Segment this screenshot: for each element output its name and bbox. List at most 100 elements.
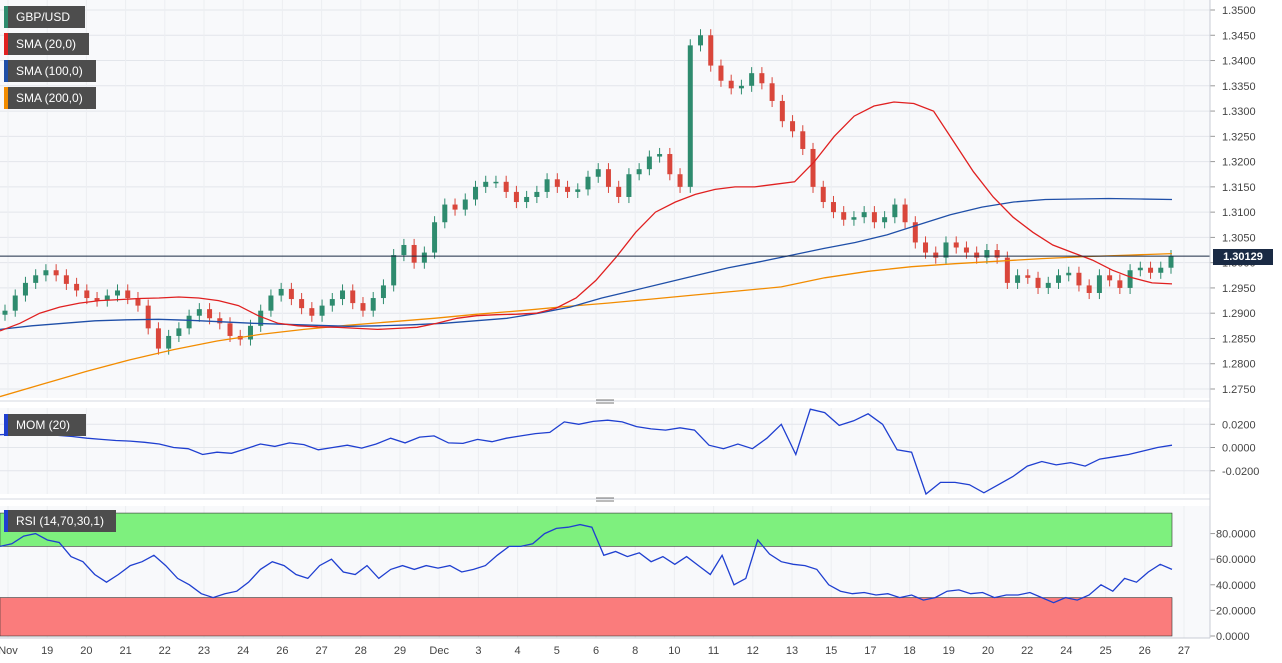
y-axis-labels: 1.27501.28001.28501.29001.29501.30001.30… xyxy=(1210,5,1259,643)
candle-body xyxy=(1117,280,1123,288)
candle-body xyxy=(810,148,816,187)
x-tick-label: 18 xyxy=(903,645,915,657)
candle-body xyxy=(554,179,560,187)
candle-body xyxy=(2,310,8,315)
x-tick-label: 20 xyxy=(80,645,92,657)
y-tick-label: 1.2850 xyxy=(1222,333,1256,345)
candle-body xyxy=(503,181,509,192)
candle-body xyxy=(74,283,80,291)
y-tick-label: 0.0200 xyxy=(1222,419,1256,431)
candle-body xyxy=(1168,256,1174,268)
candle-body xyxy=(544,179,550,192)
candle-body xyxy=(708,35,714,66)
y-tick-label: 1.3450 xyxy=(1222,30,1256,42)
moving-averages xyxy=(0,101,1210,398)
current-price-tag: 1.30129 xyxy=(1213,249,1273,265)
x-tick-label: 22 xyxy=(1021,645,1033,657)
x-tick-label: Nov xyxy=(0,645,18,657)
legend-sma200[interactable]: SMA (200,0) xyxy=(4,87,96,109)
candle-body xyxy=(462,199,468,210)
x-tick-label: 17 xyxy=(864,645,876,657)
x-tick-label: 25 xyxy=(1099,645,1111,657)
candle-body xyxy=(616,186,622,197)
resize-handle-icon[interactable] xyxy=(596,399,614,404)
x-tick-label: 27 xyxy=(315,645,327,657)
candle-body xyxy=(217,318,223,324)
legend-symbol[interactable]: GBP/USD xyxy=(4,6,85,28)
candle-body xyxy=(1076,272,1082,286)
candle-body xyxy=(943,242,949,258)
rsi-line xyxy=(0,523,1173,604)
candle-body xyxy=(125,290,131,299)
candle-body xyxy=(63,275,69,284)
candle-body xyxy=(268,295,274,311)
candle-body xyxy=(1096,275,1102,293)
candle-body xyxy=(953,242,959,248)
candle-body xyxy=(830,202,836,213)
legend-sma100-label: SMA (100,0) xyxy=(16,64,83,78)
candle-body xyxy=(421,252,427,263)
candle-body xyxy=(800,131,806,149)
candle-body xyxy=(329,299,335,306)
sma200-line xyxy=(0,252,1173,398)
y-tick-label: 20.0000 xyxy=(1216,605,1256,617)
x-tick-label: 19 xyxy=(943,645,955,657)
x-tick-label: Dec xyxy=(429,645,449,657)
y-tick-label: 1.3100 xyxy=(1222,207,1256,219)
sma20-line xyxy=(0,101,1173,332)
x-tick-label: 6 xyxy=(593,645,599,657)
x-tick-label: 27 xyxy=(1178,645,1190,657)
legend-sma200-label: SMA (200,0) xyxy=(16,91,83,105)
y-tick-label: 1.3050 xyxy=(1222,232,1256,244)
x-tick-label: 26 xyxy=(1139,645,1151,657)
y-tick-label: 80.0000 xyxy=(1216,529,1256,541)
legend-mom-label: MOM (20) xyxy=(16,418,70,432)
candle-body xyxy=(861,212,867,218)
candle-body xyxy=(626,174,632,197)
candle-body xyxy=(534,191,540,197)
candle-body xyxy=(380,285,386,299)
legend-sma100[interactable]: SMA (100,0) xyxy=(4,60,96,82)
candle-body xyxy=(411,244,417,263)
candle-body xyxy=(278,288,284,296)
candle-body xyxy=(432,222,438,253)
candle-body xyxy=(1148,267,1154,273)
candle-body xyxy=(841,212,847,220)
candle-body xyxy=(1004,257,1010,283)
candle-body xyxy=(401,244,407,256)
candle-body xyxy=(94,298,100,301)
candle-body xyxy=(667,154,673,175)
candle-body xyxy=(636,169,642,175)
candle-body xyxy=(1066,272,1072,276)
oversold-zone xyxy=(0,597,1173,637)
grid-lines xyxy=(0,0,1210,638)
y-tick-label: 0.0000 xyxy=(1216,631,1250,643)
candle-body xyxy=(923,242,929,253)
legend-sma20[interactable]: SMA (20,0) xyxy=(4,33,89,55)
x-tick-label: 22 xyxy=(159,645,171,657)
x-tick-label: 24 xyxy=(237,645,249,657)
legend-rsi[interactable]: RSI (14,70,30,1) xyxy=(4,510,116,532)
price-panel-bg xyxy=(0,0,1210,398)
legend-mom[interactable]: MOM (20) xyxy=(4,414,86,436)
y-tick-label: 1.3200 xyxy=(1222,157,1256,169)
x-tick-label: 12 xyxy=(747,645,759,657)
candle-body xyxy=(442,204,448,223)
y-tick-label: 1.3400 xyxy=(1222,56,1256,68)
y-tick-label: 40.0000 xyxy=(1216,580,1256,592)
candle-body xyxy=(319,305,325,316)
candle-body xyxy=(483,181,489,187)
y-tick-label: 1.3350 xyxy=(1222,81,1256,93)
candle-body xyxy=(176,328,182,336)
x-axis-labels: Nov 19 20 21 22 23 24 26 27 28 29 Dec 3 4 5 6 8 10 11 12 13 1… xyxy=(0,645,1190,657)
resize-handle-icon[interactable] xyxy=(596,497,614,502)
candle-body xyxy=(1025,275,1031,278)
candle-body xyxy=(912,222,918,243)
candle-body xyxy=(871,212,877,223)
legend-rsi-label: RSI (14,70,30,1) xyxy=(16,514,105,528)
candle-body xyxy=(391,255,397,286)
candle-body xyxy=(22,282,28,296)
candle-body xyxy=(288,288,294,300)
x-tick-label: 15 xyxy=(825,645,837,657)
candle-body xyxy=(565,186,571,192)
